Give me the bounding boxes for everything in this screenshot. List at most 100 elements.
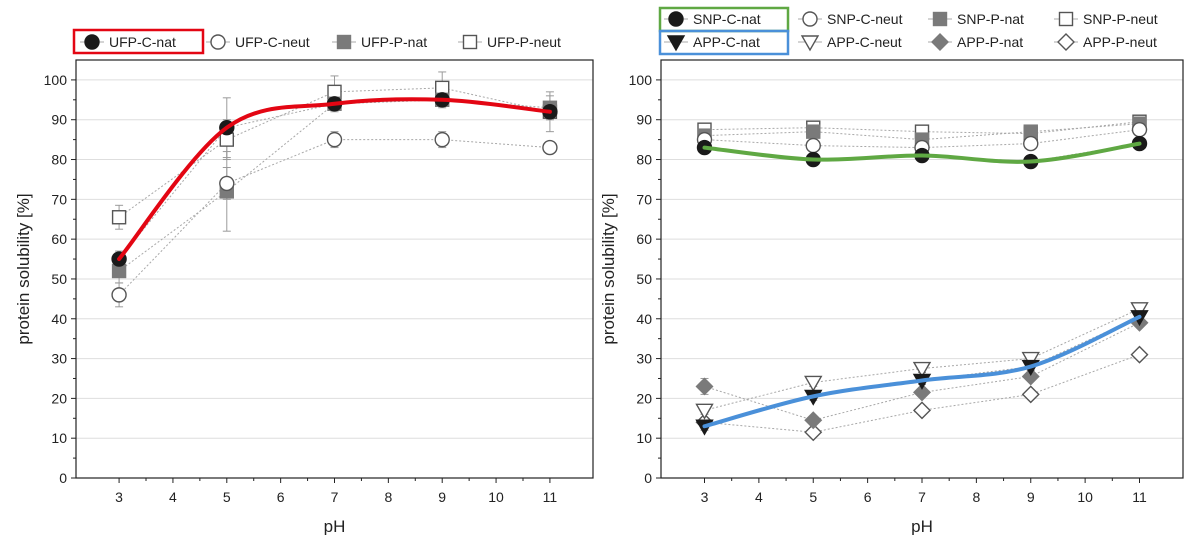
x-tick-label: 5 [223,489,231,505]
legend-label-SNP-P-nat: SNP-P-nat [957,11,1024,27]
y-tick-label: 100 [44,72,68,88]
y-tick-label: 100 [629,72,653,88]
data-point-SNP-C-neut [1023,135,1039,152]
data-point-SNP-P-nat [806,124,821,139]
y-tick-label: 70 [636,191,652,207]
legend-label-UFP-C-nat: UFP-C-nat [109,34,176,50]
data-point-APP-C-neut [1130,302,1149,319]
legend-label-SNP-P-neut: SNP-P-neut [1083,11,1158,27]
highlight-curve-UFP-C-nat [117,97,552,262]
data-point-SNP-C-neut [805,137,821,154]
highlight-curve-SNP-C-nat [702,141,1142,164]
data-point-APP-C-neut [1021,351,1040,368]
right-x-axis-title: pH [911,517,933,535]
y-tick-label: 10 [636,430,652,446]
legend-label-APP-C-nat: APP-C-nat [693,34,760,50]
data-point-APP-P-neut [1130,345,1149,364]
left-y-axis-title: protein solubility [%] [14,193,33,344]
data-point-APP-C-neut [804,375,823,392]
legend-marker-SNP-C-nat [668,11,684,27]
data-point-APP-P-nat [1021,367,1040,386]
legend-marker-UFP-C-neut [210,34,226,50]
series-connector-UFP-C-neut [118,139,550,296]
series-connector-UFP-P-nat [118,99,550,272]
y-tick-label: 20 [51,390,67,406]
data-point-APP-C-neut [912,361,932,378]
data-point-APP-P-neut [804,423,823,442]
data-point-APP-C-neut [695,403,714,420]
x-tick-label: 3 [701,489,709,505]
data-point-UFP-C-neut [434,131,450,148]
series-connector-UFP-C-nat [118,99,550,260]
legend-marker-APP-C-neut [800,35,820,52]
y-tick-label: 90 [51,112,67,128]
legend-label-UFP-P-neut: UFP-P-neut [487,34,561,50]
legend-marker-UFP-P-neut [462,34,478,50]
data-point-APP-P-neut [1021,385,1040,404]
x-tick-label: 6 [864,489,872,505]
x-tick-label: 10 [488,489,504,505]
y-tick-label: 10 [51,430,67,446]
legend-label-APP-P-nat: APP-P-nat [957,34,1023,50]
x-tick-label: 6 [277,489,285,505]
y-tick-label: 80 [636,152,652,168]
y-tick-label: 70 [51,191,67,207]
y-tick-label: 30 [51,351,67,367]
data-point-UFP-C-neut [542,139,558,156]
legend-marker-SNP-P-neut [1058,11,1074,27]
left-x-axis-title: pH [324,517,346,535]
y-tick-label: 60 [636,231,652,247]
data-point-UFP-C-neut [111,287,127,303]
x-tick-label: 4 [755,489,763,505]
series-connector-APP-C-nat [704,316,1140,427]
legend-label-UFP-C-neut: UFP-C-neut [235,34,310,50]
y-tick-label: 40 [51,311,67,327]
y-tick-label: 30 [636,351,652,367]
x-tick-label: 10 [1077,489,1093,505]
x-tick-label: 11 [543,489,558,505]
x-tick-label: 7 [918,489,926,505]
x-tick-label: 11 [1132,489,1147,505]
y-tick-label: 50 [636,271,652,287]
series-connector-APP-P-nat [704,322,1140,421]
legend-label-SNP-C-nat: SNP-C-nat [693,11,761,27]
legend-highlight-box [72,28,205,55]
legend-label-APP-C-neut: APP-C-neut [827,34,902,50]
x-tick-label: 4 [169,489,177,505]
x-tick-label: 9 [438,489,446,505]
data-point-UFP-C-neut [326,131,343,148]
legend-marker-APP-C-nat [666,35,686,52]
data-point-SNP-C-neut [1131,121,1148,138]
y-tick-label: 50 [51,271,67,287]
x-tick-label: 3 [115,489,123,505]
data-point-APP-P-nat [804,411,823,430]
legend-marker-SNP-C-neut [802,11,818,27]
right-panel: 0 10 20 30 40 50 60 70 80 90 100 3 4 5 6 7 8 9 10 11 pH prote… [599,6,1184,535]
legend-marker-UFP-P-nat [336,34,352,50]
legend-marker-UFP-C-nat [84,34,100,50]
y-tick-label: 0 [644,470,652,486]
legend-marker-SNP-P-nat [932,11,948,27]
y-tick-label: 90 [636,112,652,128]
x-tick-label: 8 [384,489,392,505]
data-point-APP-P-nat [913,383,931,402]
legend-highlight-box [658,29,790,56]
highlight-curve-APP-C-nat [702,314,1142,429]
y-tick-label: 80 [51,152,67,168]
data-point-APP-P-neut [913,401,931,420]
x-tick-label: 5 [809,489,817,505]
legend-label-SNP-C-neut: SNP-C-neut [827,11,903,27]
y-tick-label: 20 [636,390,652,406]
legend-label-UFP-P-nat: UFP-P-nat [361,34,427,50]
data-point-UFP-C-neut [219,175,235,192]
right-y-axis-title: protein solubility [%] [599,193,618,344]
x-tick-label: 7 [331,489,339,505]
plot-frame [75,59,594,479]
data-point-UFP-P-neut [111,210,127,225]
x-tick-label: 8 [972,489,980,505]
y-tick-label: 0 [59,470,67,486]
legend-marker-APP-P-nat [931,33,949,51]
y-tick-label: 40 [636,311,652,327]
legend-marker-APP-P-neut [1057,33,1075,51]
